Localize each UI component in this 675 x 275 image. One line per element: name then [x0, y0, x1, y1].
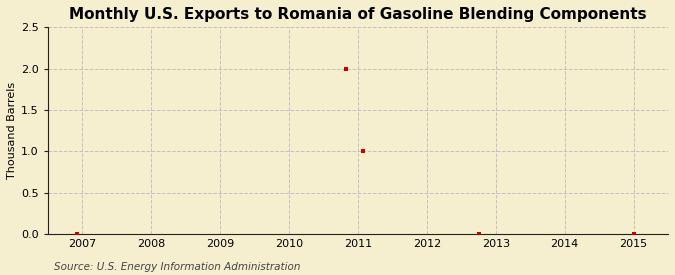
Y-axis label: Thousand Barrels: Thousand Barrels [7, 82, 17, 179]
Title: Monthly U.S. Exports to Romania of Gasoline Blending Components: Monthly U.S. Exports to Romania of Gasol… [69, 7, 647, 22]
Text: Source: U.S. Energy Information Administration: Source: U.S. Energy Information Administ… [54, 262, 300, 272]
